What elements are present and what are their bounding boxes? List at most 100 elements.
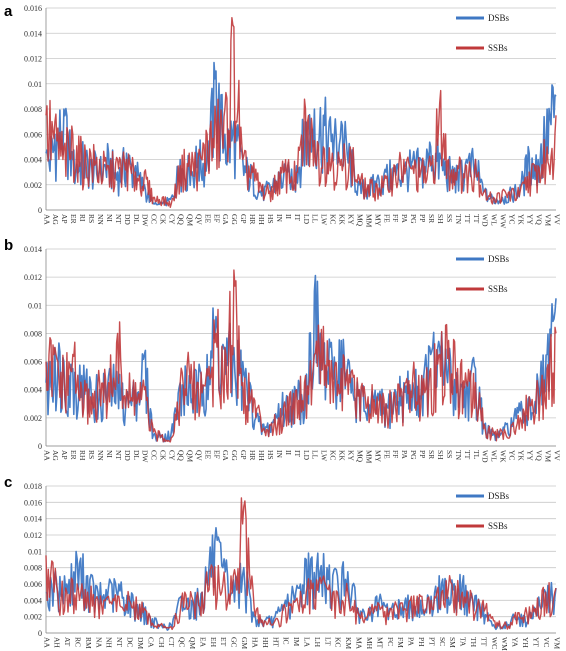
x-tick-label: PA [400,214,409,223]
y-tick-label: 0 [38,629,42,638]
y-tick-label: 0.01 [28,80,42,89]
x-tick-label: LD [302,450,311,461]
x-tick-label: NA [94,637,103,648]
x-tick-label: HR [248,450,257,460]
x-tick-label: LH [313,637,322,648]
x-tick-label: PA [407,637,416,646]
x-tick-label: RS [87,214,96,223]
x-tick-label: NN [96,450,105,461]
x-tick-label: KC [329,450,338,460]
x-tick-label: YK [516,450,525,461]
x-tick-label: EA [198,637,207,648]
x-tick-label: NI [105,450,114,458]
x-tick-label: TH [469,637,478,648]
x-tick-label: AA [42,214,51,225]
x-tick-label: PA [400,450,409,459]
x-tick-label: MA [355,637,364,650]
x-tick-label: GA [221,214,230,225]
x-tick-label: FE [382,214,391,223]
y-tick-label: 0.012 [24,273,42,282]
x-tick-label: NI [105,214,114,222]
series-line-ssbs [45,497,557,631]
x-tick-label: QM [185,214,194,226]
x-tick-label: TT [463,214,472,224]
x-tick-label: RS [87,450,96,459]
x-tick-label: YC [508,214,517,224]
x-tick-label: PT [427,637,436,646]
x-tick-label: HS [266,450,275,460]
x-tick-label: GP [239,214,248,224]
x-tick-label: RH [78,450,87,461]
x-tick-label: LL [311,450,320,460]
x-tick-label: WW [499,214,508,229]
x-tick-label: VV [552,214,561,225]
y-tick-label: 0.018 [24,482,42,491]
x-tick-label: ER [69,450,78,460]
panel-b: b 0 0.002 0.004 0.006 0.008 0.01 0.012 0.014 AA AG… [4,237,561,464]
x-tick-label: HA [250,637,259,648]
x-tick-label: EH [209,637,218,648]
x-tick-label: HH [257,214,266,225]
x-tick-label: AA [42,450,51,461]
x-tick-label: LW [320,450,329,462]
x-tick-label: AG [51,214,60,225]
x-tick-label: CA [146,637,155,648]
y-tick-label: 0.014 [24,515,42,524]
x-tick-label: QQ [176,214,185,225]
x-tick-label: NN [96,214,105,225]
x-tick-label: MM [364,450,373,464]
x-tick-label: FE [382,450,391,459]
x-tick-label: AG [51,450,60,461]
y-tick-label: 0.01 [28,301,42,310]
x-tick-label: RI [78,214,87,222]
x-tick-label: IT [293,450,302,457]
x-tick-label: YK [516,214,525,225]
y-tick-label: 0.006 [24,580,42,589]
x-tick-label: VC [542,637,551,647]
x-tick-label: DC [126,637,135,647]
x-tick-label: IN [275,450,284,458]
x-tick-label: SM [448,637,457,648]
x-tick-label: AT [63,637,72,647]
x-tick-label: SC [438,637,447,646]
x-tick-label: SR [427,450,436,459]
x-tick-label: HH [261,637,270,648]
x-tick-label: IN [275,214,284,222]
x-tick-label: II [284,450,293,455]
x-tick-label: CY [168,214,177,225]
x-tick-label: VM [543,214,552,226]
y-tick-label: 0.014 [24,245,42,254]
x-tick-label: DD [123,450,132,461]
x-tick-label: LL [311,214,320,224]
y-tick-label: 0.002 [24,414,42,423]
x-tick-label: YT [531,637,540,647]
x-tick-label: KC [329,214,338,224]
x-tick-label: VM [543,450,552,462]
y-tick-label: 0.004 [24,386,42,395]
x-tick-label: WL [490,214,499,226]
x-tick-label: QV [194,214,203,225]
series-line-ssbs [45,17,557,209]
y-tick-label: 0.006 [24,358,42,367]
x-tick-label: WD [481,450,490,463]
x-tick-label: HT [271,637,280,647]
x-tick-label: SR [427,214,436,223]
series-line-dsbs [45,61,557,207]
x-tick-label: PG [409,214,418,224]
x-tick-label: PP [418,450,427,458]
x-tick-label: DW [141,214,150,227]
y-tick-label: 0.012 [24,55,42,64]
panel-a: a 0 0.002 0.004 0.006 0.008 0.01 0.012 0.014 0.01… [4,3,561,229]
x-tick-label: MY [373,214,382,227]
x-tick-label: NT [114,214,123,224]
x-tick-label: CY [168,450,177,461]
x-tick-label: TA [459,637,468,647]
legend-label: DSBs [488,254,510,264]
x-tick-label: EF [212,450,221,459]
x-tick-label: QM [188,637,197,649]
x-tick-label: FM [396,637,405,648]
x-tick-label: MY [373,450,382,463]
x-tick-label: ET [219,637,228,647]
panel-letter: c [4,474,12,491]
x-tick-label: AH [53,637,62,648]
